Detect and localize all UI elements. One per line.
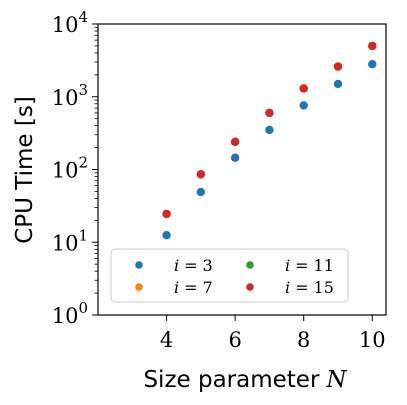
x-axis-label: Size parameter N: [143, 367, 347, 393]
data-point-i15: [230, 137, 240, 147]
legend-marker-i3: [135, 261, 143, 269]
legend-label-variable: i: [174, 278, 179, 297]
legend-label-equals: =: [184, 278, 197, 297]
y-tick-base: 10: [52, 304, 79, 328]
y-tick-label: 104: [52, 8, 88, 37]
y-tick-label: 100: [52, 299, 88, 328]
plot-frame: [97, 23, 387, 316]
y-tick-label: 102: [52, 154, 88, 183]
legend-label-i11: i = 11: [285, 256, 334, 275]
points-layer: [162, 41, 377, 240]
y-axis-label: CPU Time [s]: [12, 96, 38, 244]
legend-label-equals: =: [295, 256, 308, 275]
data-point-i3: [368, 60, 377, 69]
y-tick-exponent: 3: [78, 81, 88, 99]
data-point-i15: [299, 84, 308, 93]
data-point-i15: [368, 41, 377, 51]
x-tick-label: 10: [359, 328, 386, 352]
data-point-i15: [162, 209, 171, 219]
y-tick-base: 10: [52, 86, 79, 110]
y-tick-exponent: 1: [78, 226, 88, 244]
x-axis-label-text: Size parameter: [143, 367, 319, 393]
y-tick-exponent: 2: [78, 154, 88, 172]
data-point-i15: [196, 170, 206, 179]
data-point-i3: [162, 230, 171, 240]
legend-label-i3: i = 3: [174, 256, 213, 275]
legend-label-value: 3: [203, 256, 213, 275]
data-point-i3: [196, 187, 206, 197]
legend-label-i7: i = 7: [174, 278, 213, 297]
x-tick-label: 4: [160, 328, 173, 352]
legend-label-variable: i: [285, 256, 290, 275]
y-tick-exponent: 0: [78, 299, 88, 317]
y-tick-label: 103: [52, 81, 88, 110]
legend-label-value: 11: [314, 256, 334, 275]
legend-marker-i15: [246, 283, 254, 291]
data-point-i15: [333, 62, 343, 71]
legend-marker-i11: [246, 261, 254, 269]
y-tick-base: 10: [52, 159, 79, 183]
legend-label-value: 15: [314, 278, 334, 297]
y-tick-label: 101: [52, 226, 88, 255]
data-point-i3: [265, 125, 274, 135]
data-point-i3: [230, 153, 240, 162]
legend-label-value: 7: [203, 278, 213, 297]
y-tick-base: 10: [52, 231, 79, 255]
y-tick-base: 10: [52, 13, 79, 37]
legend-label-variable: i: [285, 278, 290, 297]
legend-label-variable: i: [174, 256, 179, 275]
legend-label-equals: =: [184, 256, 197, 275]
legend-marker-i7: [135, 283, 143, 291]
x-axis-label-variable: N: [325, 367, 347, 393]
data-point-i3: [333, 79, 343, 89]
legend-box: [110, 248, 349, 303]
legend: i = 3 i = 7 i = 11 i = 15: [110, 248, 349, 303]
x-tick-label: 6: [228, 328, 241, 352]
data-point-i15: [265, 108, 274, 118]
y-tick-exponent: 4: [78, 8, 88, 26]
data-point-i3: [299, 101, 308, 110]
legend-label-i15: i = 15: [285, 278, 334, 297]
legend-label-equals: =: [295, 278, 308, 297]
x-tick-label: 8: [297, 328, 310, 352]
